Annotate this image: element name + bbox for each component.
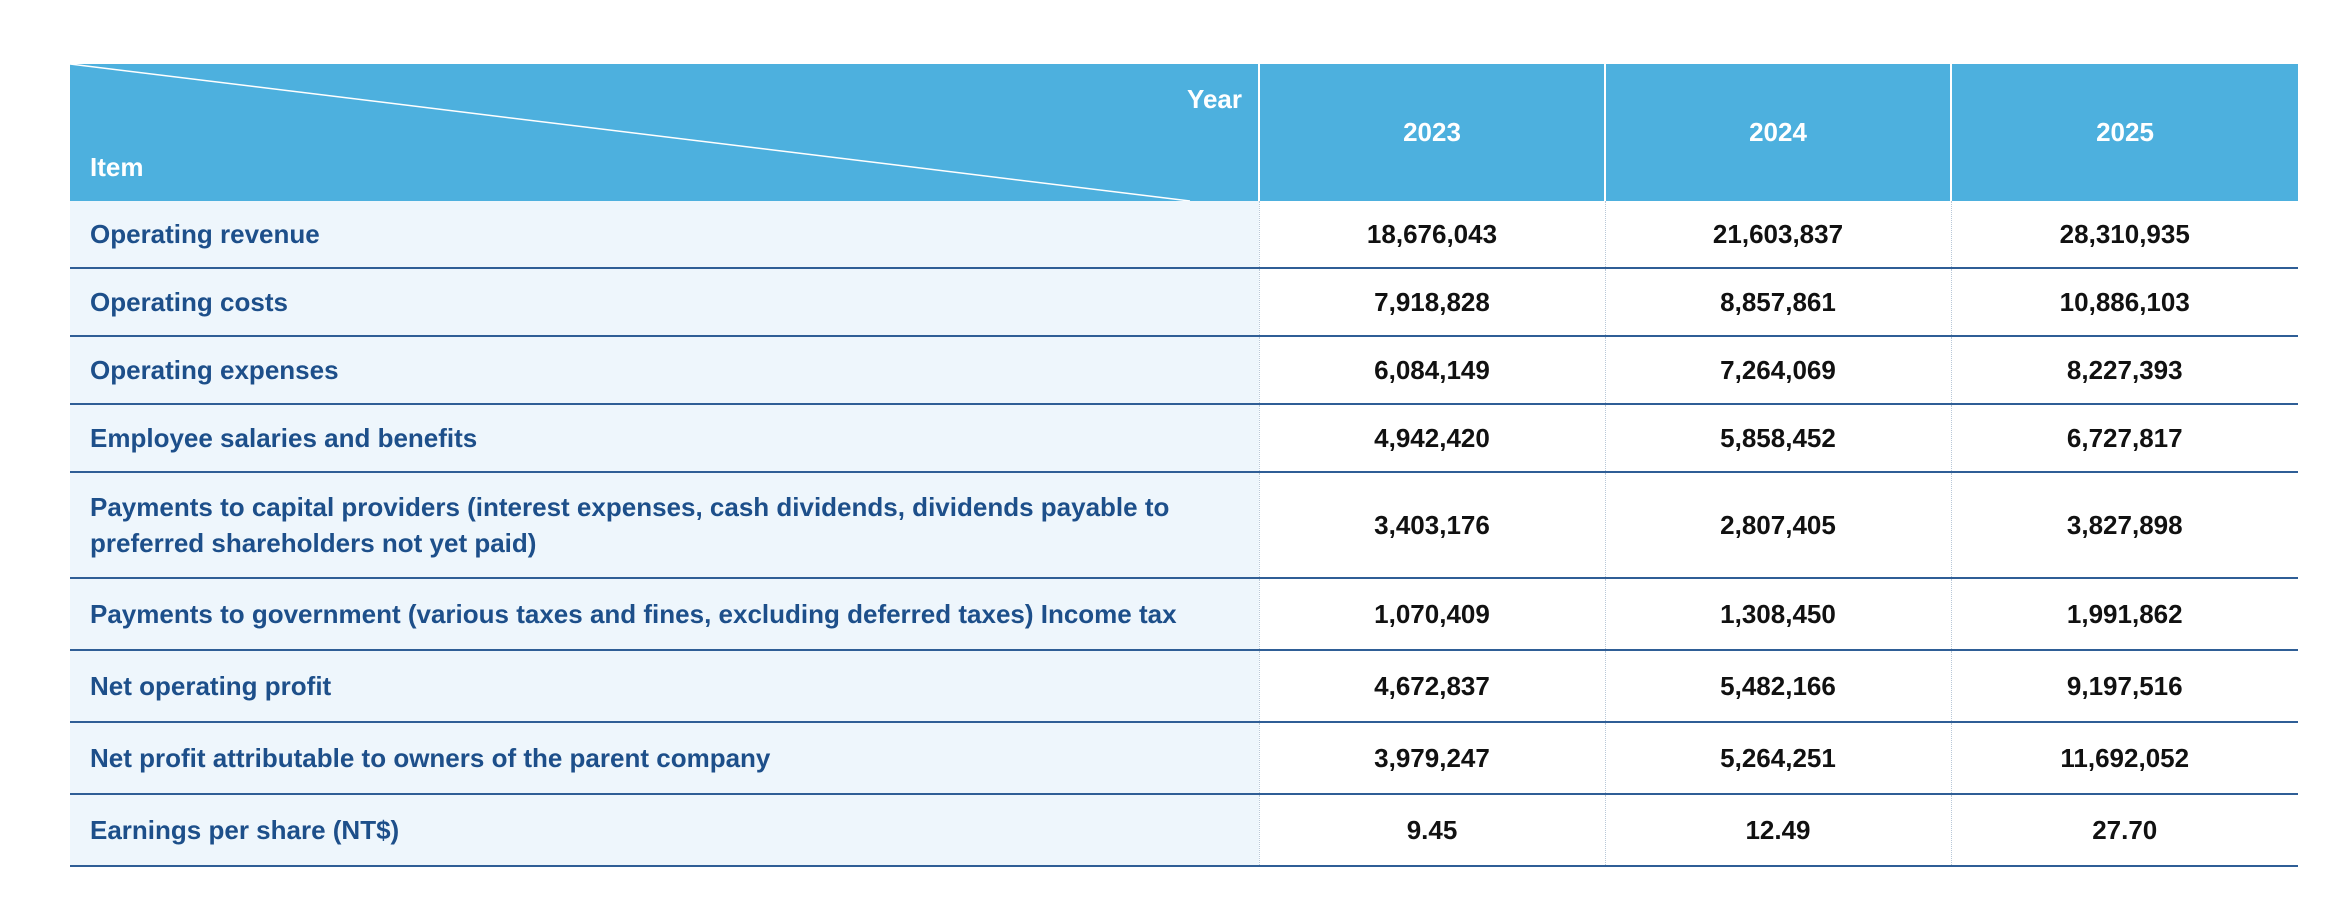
value-cell: 11,692,052 <box>1951 722 2298 795</box>
table-row: Payments to capital providers (interest … <box>70 472 2298 579</box>
row-label: Net profit attributable to owners of the… <box>70 722 1260 795</box>
value-cell: 21,603,837 <box>1605 201 1952 269</box>
year-header-2025: 2025 <box>1951 64 2298 201</box>
financial-summary-table: Year Item 2023 2024 2025 Operating reven… <box>70 64 2298 867</box>
value-cell: 4,942,420 <box>1259 404 1606 473</box>
value-cell: 1,991,862 <box>1951 578 2298 651</box>
value-cell: 1,070,409 <box>1259 578 1606 651</box>
value-cell: 27.70 <box>1951 794 2298 867</box>
table-row: Net operating profit 4,672,837 5,482,166… <box>70 650 2298 723</box>
corner-year-label: Year <box>1187 84 1242 114</box>
row-label: Operating expenses <box>70 336 1260 405</box>
row-label: Operating revenue <box>70 201 1260 269</box>
row-label: Operating costs <box>70 268 1260 337</box>
table-row: Operating revenue 18,676,043 21,603,837 … <box>70 201 2298 269</box>
value-cell: 6,727,817 <box>1951 404 2298 473</box>
row-label: Earnings per share (NT$) <box>70 794 1260 867</box>
year-header-2023: 2023 <box>1259 64 1606 201</box>
value-cell: 28,310,935 <box>1951 201 2298 269</box>
row-label: Payments to government (various taxes an… <box>70 578 1260 651</box>
row-label: Employee salaries and benefits <box>70 404 1260 473</box>
table-row: Operating costs 7,918,828 8,857,861 10,8… <box>70 268 2298 337</box>
table-row: Employee salaries and benefits 4,942,420… <box>70 404 2298 473</box>
header-row: Year Item 2023 2024 2025 <box>70 64 2298 201</box>
corner-item-label: Item <box>90 152 144 182</box>
table-row: Net profit attributable to owners of the… <box>70 722 2298 795</box>
value-cell: 8,857,861 <box>1605 268 1952 337</box>
value-cell: 7,264,069 <box>1605 336 1952 405</box>
value-cell: 5,482,166 <box>1605 650 1952 723</box>
value-cell: 6,084,149 <box>1259 336 1606 405</box>
financial-summary-table-container: Year Item 2023 2024 2025 Operating reven… <box>70 64 2298 867</box>
value-cell: 9,197,516 <box>1951 650 2298 723</box>
value-cell: 10,886,103 <box>1951 268 2298 337</box>
value-cell: 5,264,251 <box>1605 722 1952 795</box>
row-label: Net operating profit <box>70 650 1260 723</box>
value-cell: 5,858,452 <box>1605 404 1952 473</box>
value-cell: 3,979,247 <box>1259 722 1606 795</box>
diagonal-divider-line <box>70 64 1191 201</box>
value-cell: 1,308,450 <box>1605 578 1952 651</box>
value-cell: 4,672,837 <box>1259 650 1606 723</box>
table-row: Operating expenses 6,084,149 7,264,069 8… <box>70 336 2298 405</box>
value-cell: 12.49 <box>1605 794 1952 867</box>
year-header-2024: 2024 <box>1605 64 1952 201</box>
value-cell: 3,827,898 <box>1951 472 2298 579</box>
value-cell: 3,403,176 <box>1259 472 1606 579</box>
corner-header-cell: Year Item <box>70 64 1260 201</box>
table-row: Payments to government (various taxes an… <box>70 578 2298 651</box>
value-cell: 7,918,828 <box>1259 268 1606 337</box>
row-label: Payments to capital providers (interest … <box>70 472 1260 579</box>
table-row: Earnings per share (NT$) 9.45 12.49 27.7… <box>70 794 2298 867</box>
value-cell: 18,676,043 <box>1259 201 1606 269</box>
value-cell: 8,227,393 <box>1951 336 2298 405</box>
value-cell: 2,807,405 <box>1605 472 1952 579</box>
value-cell: 9.45 <box>1259 794 1606 867</box>
